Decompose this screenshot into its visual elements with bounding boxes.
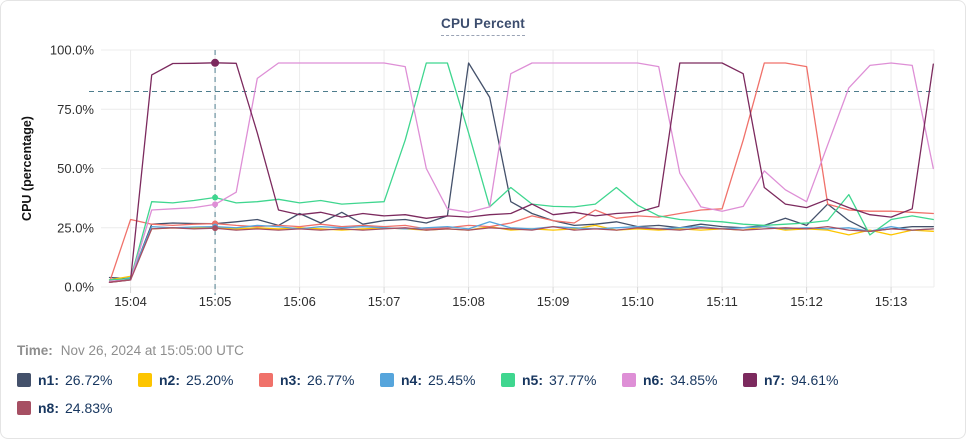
y-tick-label: 75.0% [57, 102, 94, 117]
series-line-n1 [108, 62, 934, 280]
y-tick-label: 25.0% [57, 220, 94, 235]
legend-series-label: n5: [522, 372, 543, 388]
n1-swatch-icon [17, 373, 31, 387]
legend-series-label: n2: [159, 372, 180, 388]
y-tick-label: 0.0% [64, 280, 94, 295]
legend-series-value: 94.61% [791, 372, 839, 388]
legend-item-n1[interactable]: n1: 26.72% [17, 370, 138, 390]
legend-series-label: n7: [764, 372, 785, 388]
y-axis-title: CPU (percentage) [20, 116, 34, 221]
legend-series-label: n8: [38, 400, 59, 416]
n7-swatch-icon [743, 373, 757, 387]
legend-item-n2[interactable]: n2: 25.20% [138, 370, 259, 390]
legend-series-value: 26.77% [307, 372, 355, 388]
x-tick-label: 15:11 [706, 294, 738, 309]
selected-point-n8 [212, 225, 219, 232]
series-line-n3 [108, 62, 934, 283]
n2-swatch-icon [138, 373, 152, 387]
x-tick-label: 15:07 [368, 294, 401, 309]
chart-title-wrap: CPU Percent [1, 15, 965, 37]
legend-series-value: 26.72% [65, 372, 113, 388]
n4-swatch-icon [380, 373, 394, 387]
selected-point-n5 [212, 194, 219, 201]
time-label: Time: [17, 343, 53, 358]
legend-series-label: n3: [280, 372, 301, 388]
series-line-n5 [108, 62, 934, 281]
legend-item-n6[interactable]: n6: 34.85% [622, 370, 743, 390]
legend-series-value: 37.77% [549, 372, 597, 388]
x-tick-label: 15:08 [452, 294, 485, 309]
legend-series-value: 25.45% [428, 372, 476, 388]
legend-series-value: 24.83% [65, 400, 113, 416]
x-tick-label: 15:09 [537, 294, 570, 309]
chart-title[interactable]: CPU Percent [441, 16, 525, 36]
legend-item-n7[interactable]: n7: 94.61% [743, 370, 864, 390]
time-row: Time: Nov 26, 2024 at 15:05:00 UTC [17, 343, 965, 358]
y-tick-label: 50.0% [57, 161, 94, 176]
selected-point-n6 [212, 201, 219, 208]
y-tick-label: 100.0% [50, 43, 95, 58]
legend-item-n3[interactable]: n3: 26.77% [259, 370, 380, 390]
series-line-n8 [108, 225, 934, 283]
legend-series-label: n1: [38, 372, 59, 388]
selected-point-n7 [211, 58, 220, 67]
series-line-n7 [108, 62, 934, 283]
legend-item-n5[interactable]: n5: 37.77% [501, 370, 622, 390]
n5-swatch-icon [501, 373, 515, 387]
series-line-n2 [108, 224, 934, 281]
legend-series-label: n4: [401, 372, 422, 388]
legend-item-n8[interactable]: n8: 24.83% [17, 398, 138, 418]
x-tick-label: 15:06 [283, 294, 316, 309]
time-value: Nov 26, 2024 at 15:05:00 UTC [60, 343, 244, 358]
n6-swatch-icon [622, 373, 636, 387]
legend-series-value: 34.85% [670, 372, 718, 388]
x-tick-label: 15:12 [790, 294, 823, 309]
n8-swatch-icon [17, 401, 31, 415]
legend-series-label: n6: [643, 372, 664, 388]
cpu-percent-chart[interactable]: 0.0% 25.0% 50.0% 75.0% 100.0% 15:04 15:05 15:06… [1, 37, 966, 317]
n3-swatch-icon [259, 373, 273, 387]
x-tick-label: 15:10 [621, 294, 654, 309]
series-line-n6 [108, 62, 934, 282]
series-line-n4 [108, 221, 934, 283]
legend-series-value: 25.20% [186, 372, 234, 388]
x-tick-label: 15:04 [114, 294, 147, 309]
x-tick-label: 15:05 [199, 294, 232, 309]
legend-item-n4[interactable]: n4: 25.45% [380, 370, 501, 390]
legend: n1: 26.72% n2: 25.20% n3: 26.77% n4: 25.45% n5: 3… [17, 370, 953, 418]
x-tick-label: 15:13 [875, 294, 908, 309]
